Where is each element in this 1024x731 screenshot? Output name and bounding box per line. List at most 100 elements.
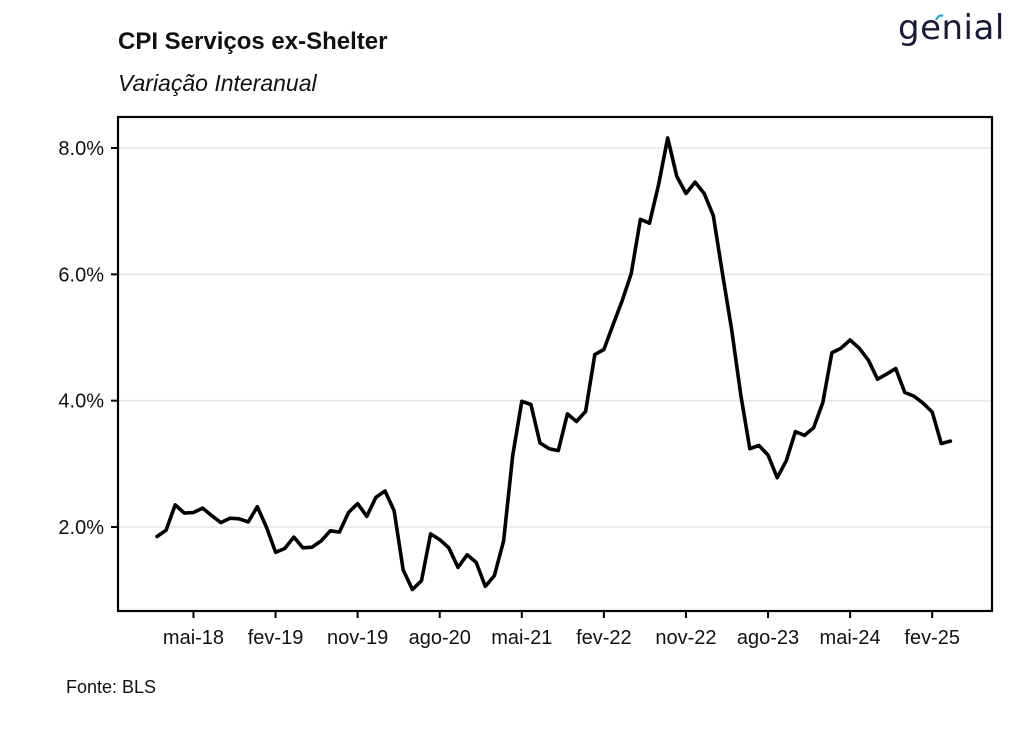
data-point: [757, 444, 761, 447]
data-point: [620, 299, 624, 303]
data-point: [274, 551, 277, 554]
data-point: [210, 514, 213, 517]
data-point: [876, 377, 879, 381]
data-point: [228, 516, 232, 520]
data-point: [429, 532, 432, 536]
data-point: [511, 454, 514, 457]
data-point: [247, 520, 250, 524]
chart-subtitle: Variação Interanual: [118, 70, 317, 96]
data-point: [739, 393, 742, 396]
data-point: [921, 401, 925, 405]
data-point: [547, 447, 551, 450]
x-tick-label: mai-18: [163, 627, 224, 649]
data-point: [301, 546, 305, 550]
data-point: [201, 506, 204, 510]
data-point: [648, 221, 651, 225]
data-point: [903, 391, 907, 394]
series-line: [155, 136, 953, 592]
x-tick-label: nov-22: [655, 627, 716, 649]
data-point: [693, 180, 697, 184]
data-point: [164, 528, 168, 532]
data-point: [775, 476, 779, 479]
data-point: [465, 553, 469, 556]
data-point: [183, 511, 186, 515]
data-point: [584, 410, 587, 413]
data-point: [812, 426, 815, 430]
data-point: [940, 442, 943, 445]
data-point: [447, 546, 451, 550]
data-point: [602, 348, 606, 351]
data-point: [192, 511, 195, 514]
data-point: [538, 441, 542, 445]
data-point: [848, 338, 852, 342]
data-point: [292, 535, 295, 539]
chart-title: CPI Serviços ex-Shelter: [118, 28, 388, 55]
data-point: [712, 214, 715, 217]
data-point: [402, 568, 405, 572]
x-tick-label: ago-23: [737, 627, 799, 649]
data-point: [411, 588, 414, 591]
data-point: [675, 175, 679, 178]
data-point: [839, 347, 843, 350]
plot-frame: [116, 115, 994, 613]
data-point: [329, 529, 332, 532]
data-point: [383, 489, 387, 493]
data-point: [319, 539, 323, 543]
data-point: [237, 517, 241, 520]
source-note: Fonte: BLS: [66, 677, 157, 697]
data-point: [493, 574, 496, 577]
data-point: [502, 539, 505, 543]
data-point: [256, 505, 259, 508]
data-point: [174, 503, 177, 507]
data-point: [575, 420, 578, 423]
data-point: [639, 218, 642, 221]
y-tick-label: 4.0%: [58, 391, 104, 413]
data-point: [520, 400, 523, 403]
data-point: [766, 453, 770, 457]
axis-layer: 2.0% 4.0% 6.0% 8.0% mai-18 fev-19 nov-19 ago-20…: [58, 138, 960, 649]
data-point: [456, 566, 460, 569]
data-point: [630, 272, 633, 275]
y-tick-label: 6.0%: [58, 264, 104, 286]
data-point: [867, 359, 870, 362]
data-point: [593, 353, 596, 356]
data-point: [484, 585, 487, 588]
data-point: [858, 347, 861, 350]
y-tick-label: 2.0%: [58, 517, 104, 539]
data-point: [338, 530, 341, 534]
data-point: [821, 401, 824, 404]
data-point: [374, 496, 378, 499]
data-point: [894, 367, 897, 370]
data-point: [666, 136, 669, 140]
data-point: [794, 430, 797, 433]
data-point: [803, 434, 806, 437]
data-point: [347, 511, 350, 514]
gridlines: [118, 147, 992, 528]
data-point: [475, 561, 478, 564]
series-layer: [155, 136, 953, 592]
data-point: [265, 525, 268, 529]
data-point: [684, 192, 688, 195]
data-point: [219, 521, 223, 524]
data-point: [949, 439, 952, 443]
x-tick-label: fev-19: [248, 627, 304, 649]
data-point: [785, 459, 788, 462]
data-point: [566, 412, 569, 416]
data-point: [438, 538, 441, 541]
data-point: [155, 535, 159, 538]
data-point: [529, 403, 533, 406]
x-tick-label: nov-19: [327, 627, 388, 649]
x-tick-label: fev-22: [576, 627, 632, 649]
data-point: [420, 579, 423, 582]
data-point: [356, 502, 359, 505]
data-point: [657, 183, 660, 186]
data-point: [283, 547, 286, 550]
x-tick-label: ago-20: [409, 627, 471, 649]
logo-accent-icon: [935, 14, 944, 21]
data-point: [365, 515, 368, 518]
data-point: [392, 509, 396, 512]
x-tick-label: fev-25: [904, 627, 960, 649]
brand-logo: genial: [898, 8, 1005, 48]
data-point: [885, 372, 888, 376]
